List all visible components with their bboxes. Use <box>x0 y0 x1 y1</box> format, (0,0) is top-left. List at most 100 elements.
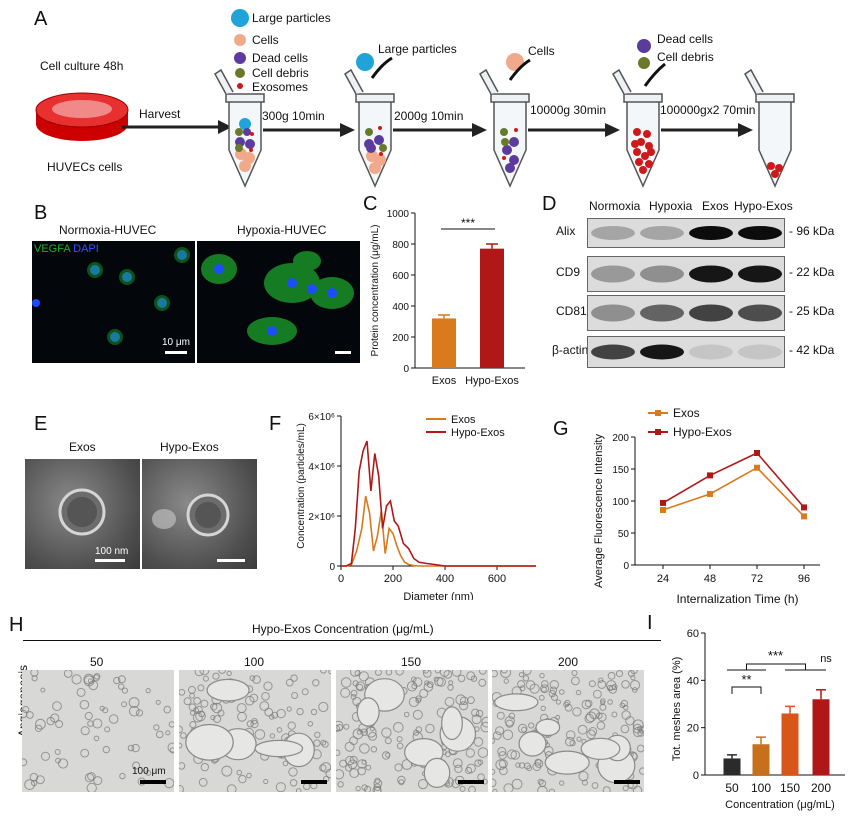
step-4-label: 100000gx2 70min <box>660 103 756 117</box>
f-xtick-label: 0 <box>338 573 344 585</box>
panel-label-d: D <box>542 193 557 215</box>
i-xlabel: Concentration (μg/mL) <box>725 799 835 811</box>
i-category-label: 50 <box>725 781 739 795</box>
wb-col-hypo-exos: Hypo-Exos <box>734 199 793 213</box>
tube-formation-micrograph <box>492 670 644 792</box>
g-legend-label: Hypo-Exos <box>673 425 732 439</box>
petri-dish-icon <box>35 92 129 141</box>
curved-arrow-2 <box>508 58 531 81</box>
removed-debris-dot <box>638 57 650 69</box>
f-ylabel: Concentration (particles/mL) <box>296 423 307 549</box>
removed-dead-cell-dot <box>637 39 651 53</box>
i-ytick-label: 60 <box>687 628 699 640</box>
g-xtick-label: 96 <box>798 573 810 585</box>
c-category-label: Hypo-Exos <box>465 375 519 387</box>
f-xtick-label: 200 <box>384 573 402 585</box>
h-conc-50: 50 <box>90 655 104 669</box>
g-series-marker <box>754 464 760 471</box>
i-ytick-label: 20 <box>687 723 699 735</box>
step-3-label: 10000g 30min <box>530 103 607 117</box>
hypoxia-title: Hypoxia-HUVEC <box>237 223 327 237</box>
g-ylabel: Average Fluorescence Intensity <box>593 434 605 588</box>
g-ytick-label: 0 <box>623 561 629 572</box>
i-category-label: 150 <box>780 781 800 795</box>
i-bar <box>723 758 741 775</box>
f-ytick-label: 0 <box>329 562 335 573</box>
g-series-marker <box>801 504 807 511</box>
legend-dead-cell-dot <box>234 52 246 64</box>
removed-dead-cells-label: Dead cells <box>657 32 714 46</box>
removed-debris-label: Cell debris <box>657 50 714 64</box>
f-ytick-label: 6×10⁶ <box>308 412 335 423</box>
g-series-marker <box>707 490 713 497</box>
legend-exosomes: Exosomes <box>252 80 309 94</box>
centrifuge-tube-icon <box>344 68 395 188</box>
tube-formation-micrograph: 100 μm <box>22 670 174 792</box>
c-bar <box>432 318 456 368</box>
legend-large-particle-dot <box>231 9 249 27</box>
legend-cell-dot <box>234 34 246 46</box>
c-ytick-label: 400 <box>392 302 409 313</box>
removed-cells-label: Cells <box>528 44 555 58</box>
western-blot-band-strip <box>587 256 785 292</box>
centrifuge-tube-icon <box>744 68 795 188</box>
legend-large-particles: Large particles <box>252 11 331 25</box>
huvec-cells-label: HUVECs cells <box>47 160 123 174</box>
i-ytick-label: 40 <box>687 675 699 687</box>
c-ylabel: Protein concentration (μg/mL) <box>370 225 381 357</box>
hypoxia-micrograph <box>197 241 360 363</box>
scale-b: 10 μm <box>162 337 190 348</box>
h-scale: 100 μm <box>132 766 166 777</box>
western-blot-band-strip <box>587 336 785 368</box>
c-ytick-label: 600 <box>392 271 409 282</box>
tube-formation-micrograph <box>336 670 488 792</box>
f-ytick-label: 2×10⁶ <box>308 512 335 523</box>
i-sig-label-a: ** <box>741 672 751 687</box>
wb-kda-label: - 96 kDa <box>789 224 835 238</box>
removed-large-particle-dot <box>356 53 374 71</box>
h-title-rule <box>23 640 661 641</box>
i-bar <box>812 699 830 775</box>
i-bar <box>752 744 770 775</box>
wb-kda-label: - 42 kDa <box>789 343 835 357</box>
legend-cells: Cells <box>252 33 279 47</box>
normoxia-micrograph: VEGFA DAPI 10 μm <box>32 241 195 363</box>
wb-row-label: CD9 <box>556 265 581 279</box>
h-conc-100: 100 <box>244 655 265 669</box>
wb-col-normoxia: Normoxia <box>589 199 641 213</box>
c-category-label: Exos <box>432 375 457 387</box>
i-category-label: 100 <box>751 781 771 795</box>
h-conc-200: 200 <box>558 655 579 669</box>
western-blot-band-strip <box>587 295 785 331</box>
c-ytick-label: 1000 <box>387 209 410 220</box>
f-xtick-label: 600 <box>488 573 506 585</box>
g-xtick-label: 72 <box>751 573 763 585</box>
panel-label-h: H <box>9 614 24 636</box>
f-xlabel: Diameter (nm) <box>403 591 473 600</box>
panel-a-workflow <box>35 9 795 188</box>
i-category-label: 200 <box>811 781 831 795</box>
panel-label-c: C <box>363 193 378 215</box>
tube-formation-micrograph <box>179 670 331 792</box>
g-series-marker <box>754 450 760 456</box>
g-xtick-label: 24 <box>657 573 669 585</box>
centrifuge-tube-icon <box>479 68 530 188</box>
f-legend-label: Exos <box>451 414 476 426</box>
step-1-label: 300g 10min <box>262 109 325 123</box>
centrifuge-tube-icon <box>612 68 663 188</box>
g-legend-marker <box>655 410 661 416</box>
wb-row-label: Alix <box>556 224 576 238</box>
centrifuge-tube-icon <box>214 68 265 188</box>
stain-vegfa: VEGFA <box>34 243 71 255</box>
i-sig-bracket-a <box>731 686 762 694</box>
removed-large-particles-label: Large particles <box>378 42 457 56</box>
c-bar <box>480 248 504 368</box>
h-conc-150: 150 <box>401 655 422 669</box>
g-legend-label: Exos <box>673 406 700 420</box>
wb-kda-label: - 22 kDa <box>789 265 835 279</box>
panel-label-b: B <box>34 202 48 224</box>
tem-exos-image: 100 nm <box>25 459 140 569</box>
western-blot-band-strip <box>587 218 785 248</box>
wb-col-exos: Exos <box>702 199 729 213</box>
